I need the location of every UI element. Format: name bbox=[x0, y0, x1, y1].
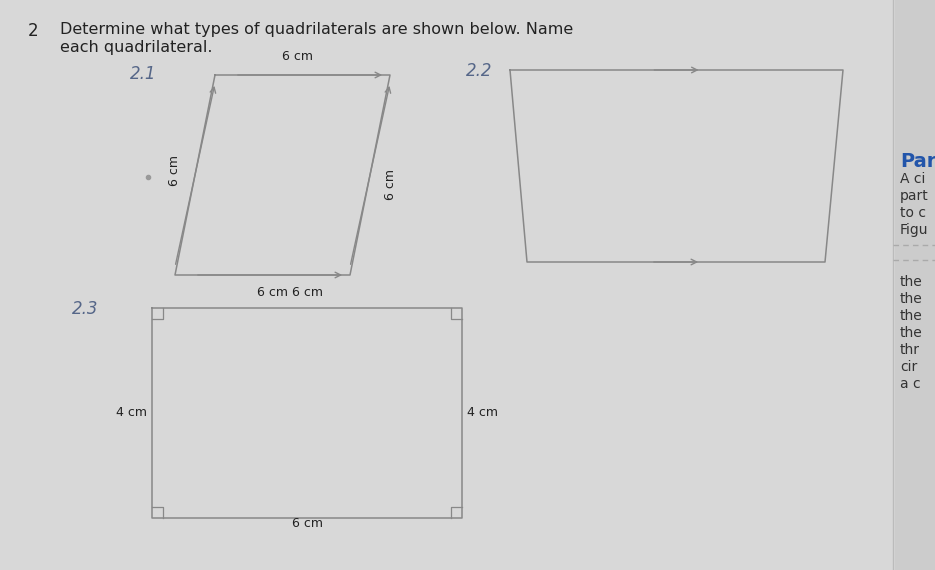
Text: A ci: A ci bbox=[900, 172, 926, 186]
Text: Figu: Figu bbox=[900, 223, 928, 237]
Text: the: the bbox=[900, 275, 923, 289]
Text: Determine what types of quadrilaterals are shown below. Name: Determine what types of quadrilaterals a… bbox=[60, 22, 573, 37]
Text: 6 cm: 6 cm bbox=[257, 286, 288, 299]
Text: Par: Par bbox=[900, 152, 935, 171]
Text: 4 cm: 4 cm bbox=[467, 406, 498, 420]
Text: 6 cm: 6 cm bbox=[168, 154, 181, 185]
Text: a c: a c bbox=[900, 377, 921, 391]
Text: 6 cm: 6 cm bbox=[292, 286, 323, 299]
Text: 2.3: 2.3 bbox=[72, 300, 98, 318]
Text: the: the bbox=[900, 292, 923, 306]
Text: 6 cm: 6 cm bbox=[282, 50, 313, 63]
Text: the: the bbox=[900, 326, 923, 340]
Text: 4 cm: 4 cm bbox=[116, 406, 147, 420]
Text: 6 cm: 6 cm bbox=[383, 169, 396, 201]
Text: each quadrilateral.: each quadrilateral. bbox=[60, 40, 212, 55]
Text: part: part bbox=[900, 189, 928, 203]
Text: 2.1: 2.1 bbox=[130, 65, 156, 83]
Text: to c: to c bbox=[900, 206, 926, 220]
Text: the: the bbox=[900, 309, 923, 323]
Text: 2: 2 bbox=[28, 22, 38, 40]
Text: 2.2: 2.2 bbox=[466, 62, 493, 80]
Text: cir: cir bbox=[900, 360, 917, 374]
Text: thr: thr bbox=[900, 343, 920, 357]
Text: 6 cm: 6 cm bbox=[292, 517, 323, 530]
